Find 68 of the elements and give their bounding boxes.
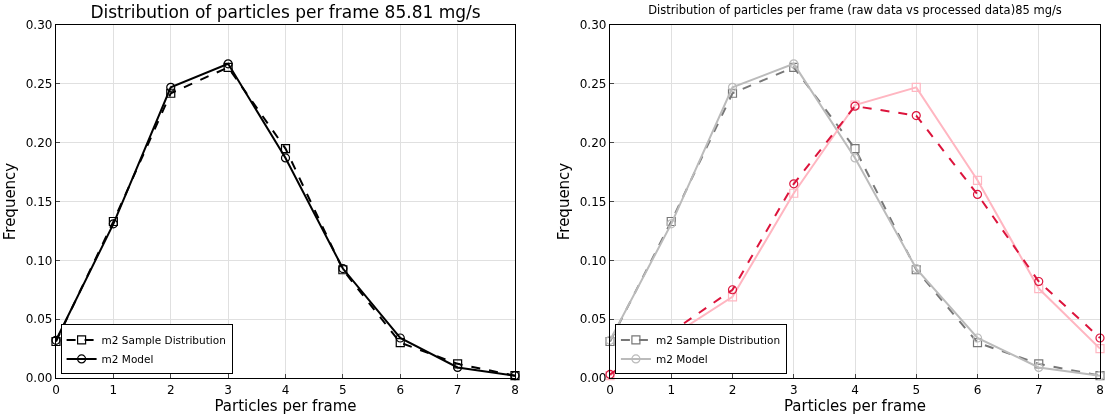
legend-label: m2 Sample Distribution xyxy=(655,334,781,347)
point xyxy=(453,359,463,369)
point xyxy=(1034,283,1044,294)
x-axis-title: Particles per frame xyxy=(783,396,927,415)
point xyxy=(972,175,983,185)
legend-label: m2 Model xyxy=(101,353,154,366)
y-tick-label: 0.10 xyxy=(579,253,607,268)
x-tick-label: 4 xyxy=(851,382,859,397)
y-tick-label: 0.30 xyxy=(25,18,53,33)
y-tick-label: 0.20 xyxy=(579,135,607,150)
y-tick-label: 0.05 xyxy=(579,312,607,327)
point xyxy=(1034,362,1044,373)
y-tick-label: 0.25 xyxy=(25,77,53,92)
y-tick-label: 0.20 xyxy=(25,135,53,150)
x-axis-title: Particles per frame xyxy=(214,396,357,415)
point xyxy=(789,188,799,198)
x-tick-label: 1 xyxy=(667,382,676,397)
point xyxy=(789,179,799,189)
y-tick-label: 0.25 xyxy=(579,77,607,92)
x-tick-label: 3 xyxy=(224,382,232,397)
point xyxy=(727,292,738,302)
chart-title: Distribution of particles per frame (raw data vs processed data)85 mg/s xyxy=(648,3,1062,18)
point xyxy=(1034,276,1044,287)
x-tick-label: 0 xyxy=(52,382,60,397)
point xyxy=(280,143,291,154)
x-tick-label: 7 xyxy=(1034,382,1043,397)
x-tick-label: 8 xyxy=(511,382,519,397)
x-tick-label: 5 xyxy=(339,382,347,397)
point xyxy=(911,111,921,121)
x-tick-label: 7 xyxy=(453,382,462,397)
point xyxy=(395,333,405,343)
x-tick-label: 1 xyxy=(109,382,118,397)
y-tick-label: 0.10 xyxy=(25,253,53,268)
point xyxy=(850,153,860,163)
y-tick-label: 0.00 xyxy=(579,371,607,386)
point xyxy=(727,88,738,98)
point xyxy=(972,338,983,348)
point xyxy=(727,285,738,295)
y-tick-label: 0.00 xyxy=(25,371,53,386)
point xyxy=(727,82,738,92)
point xyxy=(972,333,983,343)
point xyxy=(850,143,860,154)
y-tick-label: 0.15 xyxy=(579,194,607,209)
x-tick-label: 5 xyxy=(912,382,921,397)
point xyxy=(166,82,176,92)
point xyxy=(1095,343,1105,354)
x-tick-label: 3 xyxy=(789,382,798,397)
chart-title: Distribution of particles per frame 85.81 mg/s xyxy=(90,2,481,23)
legend-label: m2 Model xyxy=(655,353,708,366)
y-tick-label: 0.05 xyxy=(25,312,53,327)
x-tick-label: 2 xyxy=(728,382,737,397)
x-tick-label: 6 xyxy=(973,382,982,397)
point xyxy=(395,338,405,348)
x-tick-label: 6 xyxy=(396,382,405,397)
point xyxy=(166,88,176,98)
legend-label: m2 Sample Distribution xyxy=(101,334,226,347)
y-tick-label: 0.30 xyxy=(579,18,607,33)
point xyxy=(280,153,291,163)
point xyxy=(911,82,921,92)
point xyxy=(1095,333,1105,343)
x-tick-label: 0 xyxy=(606,382,614,397)
y-tick-label: 0.15 xyxy=(25,194,53,209)
x-tick-label: 8 xyxy=(1096,382,1104,397)
point xyxy=(972,189,983,200)
x-tick-label: 2 xyxy=(166,382,175,397)
x-tick-label: 4 xyxy=(281,382,290,397)
y-axis-title: Frequency xyxy=(554,162,573,241)
y-axis-title: Frequency xyxy=(0,162,19,241)
